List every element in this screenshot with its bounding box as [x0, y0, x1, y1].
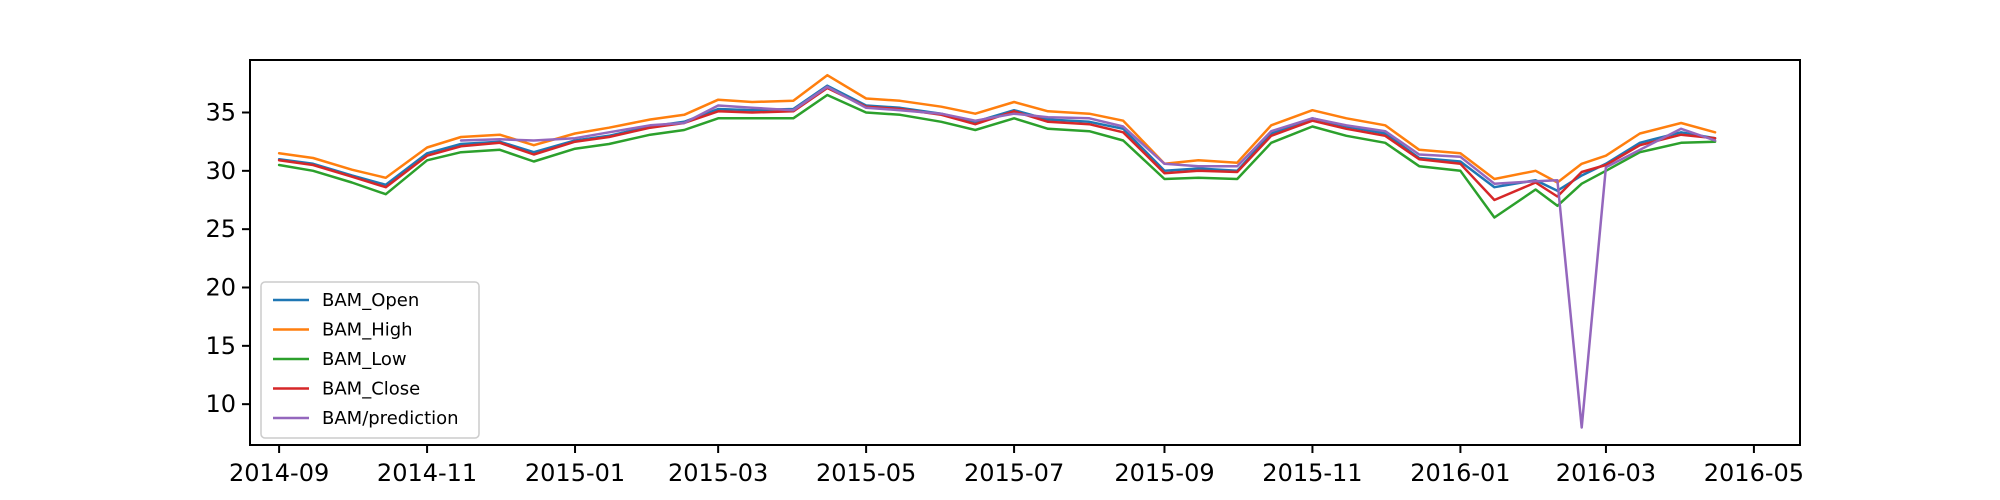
legend-label-2: BAM_Low	[322, 349, 407, 370]
y-tick-label-2: 20	[205, 274, 236, 302]
legend-label-1: BAM_High	[322, 320, 413, 341]
legend-label-3: BAM_Close	[322, 379, 420, 400]
legend-box	[260, 281, 480, 439]
x-tick-label-5: 2015-07	[964, 459, 1064, 487]
x-tick-label-8: 2016-01	[1410, 459, 1510, 487]
x-tick-label-2: 2015-01	[525, 459, 625, 487]
x-tick-label-4: 2015-05	[816, 459, 916, 487]
y-axis: 10 15 20 25 30 35	[205, 99, 250, 418]
y-tick-label-1: 15	[205, 332, 236, 360]
y-tick-label-4: 30	[205, 157, 236, 185]
x-tick-label-9: 2016-03	[1556, 459, 1656, 487]
plot-frame	[249, 59, 1801, 446]
x-axis: 2014-09 2014-11 2015-01 2015-03 2015-05 2015-…	[229, 445, 1804, 487]
series-line-0	[277, 84, 1717, 192]
legend-label-0: BAM_Open	[322, 290, 419, 311]
series-line-3	[277, 86, 1717, 202]
series-layer	[277, 73, 1717, 429]
x-tick-label-1: 2014-11	[377, 459, 477, 487]
legend: BAM_Open BAM_High BAM_Low BAM_Close BAM/pred…	[260, 281, 480, 439]
x-tick-label-6: 2015-09	[1114, 459, 1214, 487]
y-tick-label-3: 25	[205, 215, 236, 243]
x-tick-label-7: 2015-11	[1262, 459, 1362, 487]
legend-label-4: BAM/prediction	[322, 408, 459, 429]
series-line-2	[277, 93, 1717, 219]
x-tick-label-0: 2014-09	[229, 459, 329, 487]
x-tick-label-10: 2016-05	[1704, 459, 1804, 487]
y-tick-label-5: 35	[205, 99, 236, 127]
series-line-4	[459, 85, 1717, 429]
x-tick-label-3: 2015-03	[668, 459, 768, 487]
series-line-1	[277, 73, 1717, 184]
y-tick-label-0: 10	[205, 390, 236, 418]
